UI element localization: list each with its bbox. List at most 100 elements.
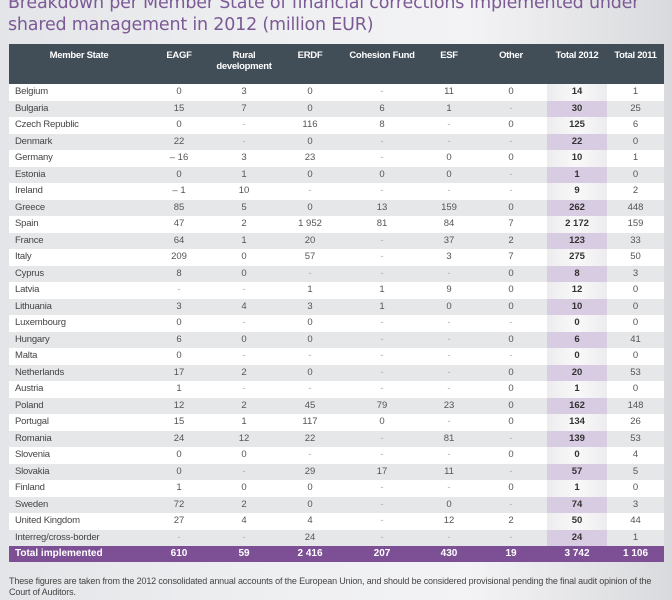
table-row: France 64 1 20-37 2 123 33 [9,232,664,249]
total-2012-cell: 10 [547,298,607,315]
value-cell: 37 [423,232,475,249]
total-2012-cell: 1 [547,166,607,183]
value-cell: 117 [279,414,341,431]
value-cell: - [341,480,423,497]
table-row: Sweden 72 2 0-0-74 3 [9,496,664,513]
member-state-cell: Latvia [9,282,149,299]
value-cell: 24 [149,430,209,447]
value-cell: - [423,364,475,381]
value-cell: 1 [341,298,423,315]
value-cell: 0 [149,463,209,480]
value-cell: - [341,150,423,167]
member-state-cell: United Kingdom [9,513,149,530]
value-cell: - [475,315,547,332]
table-row: Estonia 0 1 0 0 0-1 0 [9,166,664,183]
value-cell: 0 [475,364,547,381]
member-state-cell: Luxembourg [9,315,149,332]
value-cell: 0 [607,315,664,332]
value-cell: 0 [475,331,547,348]
value-cell: 0 [475,397,547,414]
value-cell: - [209,529,279,546]
column-header: Cohesion Fund [341,44,423,84]
value-cell: 72 [149,496,209,513]
value-cell: 0 [341,166,423,183]
value-cell: 0 [475,84,547,101]
value-cell: - [279,348,341,365]
total-2012-cell: 0 [547,447,607,464]
value-cell: 0 [279,100,341,117]
value-cell: - [341,364,423,381]
value-cell: 7 [475,249,547,266]
value-cell: - [279,447,341,464]
value-cell: 27 [149,513,209,530]
value-cell: 12 [209,430,279,447]
total-row: Total implemented 610 59 2 416 207 430 19 3 742… [9,546,664,562]
value-cell: 2 [209,364,279,381]
value-cell: - [341,133,423,150]
value-cell: 2 [475,232,547,249]
value-cell: 0 [475,117,547,134]
value-cell: 3 [279,298,341,315]
value-cell: 17 [149,364,209,381]
member-state-cell: Slovenia [9,447,149,464]
value-cell: - [475,133,547,150]
value-cell: 3 [149,298,209,315]
value-cell: - [423,315,475,332]
value-cell: 13 [341,199,423,216]
member-state-cell: Netherlands [9,364,149,381]
table-row: Bulgaria 15 7 0 6 1-30 25 [9,100,664,117]
value-cell: 0 [209,265,279,282]
value-cell: 15 [149,414,209,431]
value-cell: – 16 [149,150,209,167]
value-cell: 4 [279,513,341,530]
value-cell: 5 [607,463,664,480]
value-cell: 0 [279,199,341,216]
value-cell: 0 [475,447,547,464]
value-cell: 116 [279,117,341,134]
table-row: Portugal 15 1 117 0-0 134 26 [9,414,664,431]
value-cell: - [423,480,475,497]
value-cell: - [475,100,547,117]
member-state-cell: Czech Republic [9,117,149,134]
value-cell: 3 [607,496,664,513]
value-cell: - [279,183,341,200]
value-cell: - [423,331,475,348]
table-row: United Kingdom 27 4 4-12 2 50 44 [9,513,664,530]
value-cell: 85 [149,199,209,216]
column-header: Member State [9,44,149,84]
value-cell: – 1 [149,183,209,200]
total-2012-cell: 57 [547,463,607,480]
value-cell: 0 [149,447,209,464]
value-cell: 84 [423,216,475,233]
value-cell: 7 [475,216,547,233]
value-cell: 9 [423,282,475,299]
total-2012-cell: 24 [547,529,607,546]
value-cell: 0 [423,150,475,167]
value-cell: 57 [279,249,341,266]
value-cell: - [423,183,475,200]
value-cell: 53 [607,364,664,381]
value-cell: 1 [607,84,664,101]
value-cell: 12 [149,397,209,414]
corrections-table-container: Member State EAGF Rural development ERDF Coh… [9,44,664,562]
value-cell: 0 [209,249,279,266]
value-cell: 4 [607,447,664,464]
value-cell: 50 [607,249,664,266]
value-cell: - [341,249,423,266]
table-row: Finland 1 0 0- -0 1 0 [9,480,664,497]
value-cell: 0 [607,480,664,497]
total-2012-cell: 74 [547,496,607,513]
column-header: Other [475,44,547,84]
value-cell: 8 [341,117,423,134]
value-cell: 7 [209,100,279,117]
value-cell: 4 [209,298,279,315]
value-cell: 6 [607,117,664,134]
total-2012-cell: 1 [547,381,607,398]
value-cell: 1 [423,100,475,117]
value-cell: - [341,348,423,365]
value-cell: - [209,463,279,480]
total-2012-cell: 6 [547,331,607,348]
table-row: Ireland – 1 10- - - -9 2 [9,183,664,200]
member-state-cell: Cyprus [9,265,149,282]
member-state-cell: Lithuania [9,298,149,315]
